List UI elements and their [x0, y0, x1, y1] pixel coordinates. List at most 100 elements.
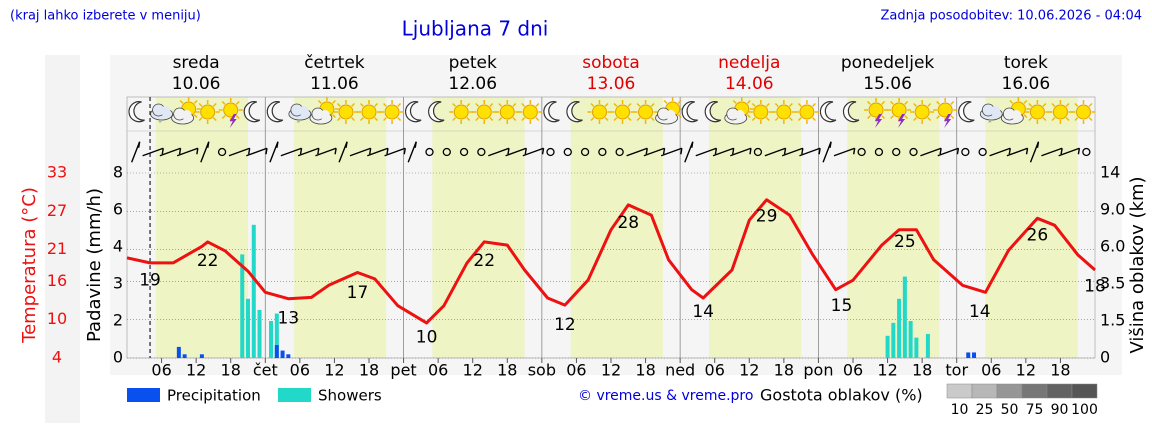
x-tick-label: 18 [359, 361, 379, 380]
sun-ray [613, 117, 618, 122]
x-tick-label: 06 [151, 361, 171, 380]
sun-icon [223, 102, 239, 118]
sun-ray [489, 117, 494, 122]
cloud-density-label: 10 [951, 402, 969, 418]
wind-barb-feather [1077, 148, 1081, 155]
cloud-density-label: 25 [976, 402, 994, 418]
x-tick-label: 12 [1016, 361, 1036, 380]
wind-calm [459, 147, 469, 157]
sun-ray [498, 117, 503, 122]
wind-calm [978, 147, 987, 157]
wind-barb-feather [317, 148, 320, 155]
rain-drops: ″ [297, 121, 301, 131]
cloud-density-swatch [996, 383, 1023, 399]
sun-ray [521, 117, 526, 122]
x-tick-label: 18 [221, 361, 241, 380]
x-tick-label: 12 [601, 361, 621, 380]
precip-bar [286, 354, 291, 358]
lightning-icon [229, 114, 237, 128]
wind-barb-feather [829, 141, 832, 148]
wind-barb-feather [334, 148, 337, 155]
x-tick-label: 06 [981, 361, 1001, 380]
wind-barb [799, 147, 821, 157]
sun-ray [466, 117, 471, 122]
wind-calm [961, 147, 970, 157]
wind-barb [228, 147, 250, 157]
sun-ray [904, 100, 909, 105]
precip-bar [925, 333, 930, 358]
wind-barb-feather [137, 141, 141, 148]
x-tick-label: 12 [877, 361, 897, 380]
precip-bar [257, 309, 262, 358]
x-tick-label: ned [665, 361, 695, 380]
cloud-density-label: 90 [1051, 402, 1069, 418]
sun-ray [950, 115, 955, 120]
day-name: sreda [173, 53, 220, 73]
sun-ray [512, 102, 517, 107]
cloud-height-axis-label: Višina oblakov (km) [1127, 176, 1148, 353]
sun-ray [927, 102, 932, 107]
x-tick-label: sob [528, 361, 556, 380]
precip-bar [914, 337, 919, 358]
sun-ray [1074, 117, 1079, 122]
wind-barb [660, 147, 683, 157]
sun-ray [535, 102, 540, 107]
cloud-density-swatch [1021, 383, 1048, 399]
legend-swatch [127, 388, 160, 402]
wind-barb-feather [403, 148, 406, 155]
wind-calm [580, 147, 590, 157]
sun-ray [332, 99, 336, 104]
sun-ray [746, 99, 751, 104]
sun-ray [397, 117, 402, 122]
sun-ray [212, 102, 217, 107]
precip-bar [902, 276, 907, 358]
sun-ray [1074, 102, 1079, 107]
wind-barb [407, 141, 417, 163]
x-tick-label: 18 [774, 361, 794, 380]
wind-barb-feather [247, 148, 251, 155]
wind-calm [598, 147, 607, 157]
temperature-label: 17 [347, 283, 369, 303]
sun-ray [797, 117, 802, 122]
sun-ray [650, 102, 655, 107]
wind-barb [269, 141, 279, 163]
sun-icon [338, 104, 354, 120]
wind-barb [488, 147, 510, 157]
temperature-tick-label: 21 [47, 239, 67, 258]
temperature-label: 18 [1084, 277, 1106, 297]
sun-icon [476, 104, 492, 120]
temperature-label: 22 [197, 251, 219, 271]
legend-label: Showers [318, 387, 382, 405]
wind-barb [131, 141, 141, 163]
lightning-icon [944, 114, 952, 128]
rain-drops: ″ [159, 121, 163, 131]
wind-barb-feather [368, 148, 372, 155]
cloud-density-swatch [1046, 383, 1073, 399]
x-tick-label: tor [945, 361, 968, 380]
wind-barb-feather [1025, 148, 1029, 155]
cloud-density-swatch [971, 383, 998, 399]
x-tick-label: 12 [463, 361, 483, 380]
wind-barb-feather [939, 148, 942, 155]
wind-barb-feather [852, 148, 856, 155]
sun-ray [1023, 114, 1028, 119]
temperature-axis-label: Temperatura (°C) [19, 187, 40, 344]
legend-label: Precipitation [167, 387, 261, 405]
wind-barb-feather [691, 141, 694, 148]
sun-ray [1051, 117, 1056, 122]
sun-ray [746, 114, 751, 119]
moon-icon [243, 101, 261, 123]
x-tick-label: 12 [739, 361, 759, 380]
sun-ray [212, 117, 217, 122]
sun-ray [317, 99, 322, 104]
sun-ray [867, 115, 871, 120]
sun-ray [198, 102, 203, 107]
wind-barb [822, 141, 832, 163]
temperature-label: 22 [473, 251, 495, 271]
wind-barb [142, 147, 164, 157]
x-tick-label: 18 [635, 361, 655, 380]
wind-barb [937, 147, 959, 157]
day-name: četrtek [304, 53, 365, 73]
precip-axis-label: Padavine (mm/h) [84, 188, 105, 342]
sun-ray [198, 117, 203, 122]
